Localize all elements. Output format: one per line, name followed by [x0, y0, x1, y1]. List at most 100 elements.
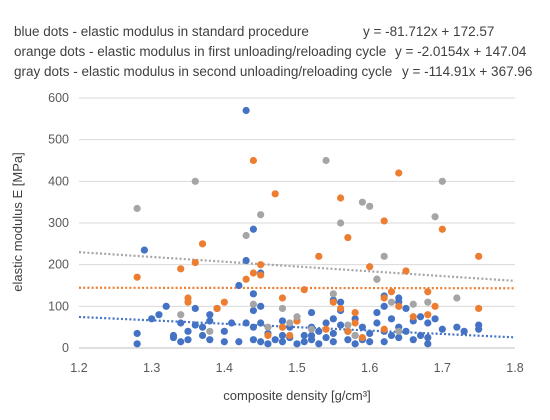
blue-data-point	[155, 311, 163, 319]
orange-data-point	[315, 252, 323, 260]
blue-data-point	[235, 338, 243, 346]
blue-data-point	[424, 319, 432, 327]
gray-data-point	[249, 300, 257, 308]
blue-data-point	[380, 338, 388, 346]
blue-data-point	[242, 106, 250, 115]
orange-data-point	[366, 263, 374, 271]
blue-data-point	[387, 315, 396, 323]
orange-data-point	[322, 325, 330, 333]
y-tick-label: 600	[48, 91, 69, 105]
gray-data-point	[358, 198, 366, 206]
blue-data-point	[257, 302, 265, 310]
gray-data-point	[453, 294, 461, 302]
blue-data-point	[424, 333, 432, 342]
blue-data-point	[416, 331, 425, 340]
orange-data-point	[475, 304, 483, 313]
blue-data-point	[184, 327, 192, 335]
orange-data-point	[300, 286, 308, 294]
blue-data-point	[344, 336, 352, 344]
blue-data-point	[278, 338, 287, 346]
blue-data-point	[148, 315, 156, 323]
gray-data-point	[278, 304, 287, 313]
legend-orange-equation: y = -2.0154x + 147.04	[395, 44, 527, 59]
gray-data-point	[177, 311, 185, 319]
blue-data-point	[409, 336, 417, 344]
blue-data-point	[315, 327, 323, 335]
blue-data-point	[438, 325, 446, 333]
gray-data-point	[206, 327, 214, 335]
blue-data-point	[387, 331, 396, 340]
orange-data-point	[395, 302, 403, 310]
orange-data-point	[177, 265, 185, 273]
gray-data-point	[380, 252, 388, 260]
gray-data-point	[366, 202, 374, 210]
orange-data-point	[438, 225, 446, 233]
x-tick-label: 1.4	[216, 361, 233, 375]
blue-data-point	[257, 338, 265, 346]
legend-orange-label: orange dots - elastic modulus in first u…	[14, 44, 386, 59]
legend: blue dots - elastic modulus in standard …	[14, 24, 532, 79]
blue-data-point	[424, 340, 432, 348]
orange-data-point	[402, 267, 410, 275]
orange-data-point	[344, 233, 352, 242]
orange-data-point	[387, 288, 396, 296]
gray-data-point	[351, 331, 359, 340]
orange-data-point	[278, 323, 287, 331]
gray-data-point	[395, 327, 403, 335]
blue-data-point	[475, 325, 483, 333]
blue-data-point	[257, 319, 265, 327]
y-tick-label: 100	[48, 299, 69, 313]
blue-data-point	[206, 317, 214, 325]
orange-data-point	[249, 156, 257, 165]
orange-data-point	[249, 269, 257, 277]
blue-data-point	[300, 338, 308, 346]
legend-blue-equation: y = -81.712x + 172.57	[363, 24, 494, 39]
blue-data-point	[322, 333, 330, 342]
gray-data-point	[191, 177, 199, 185]
legend-gray-label: gray dots - elastic modulus in second un…	[14, 64, 392, 79]
gridlines	[79, 97, 515, 349]
orange-data-point	[242, 275, 250, 283]
blue-data-point	[249, 225, 257, 233]
blue-data-point	[235, 281, 243, 290]
trendline-gray	[78, 251, 516, 282]
gray-data-point	[344, 321, 352, 329]
x-tick-label: 1.7	[434, 361, 451, 375]
y-tick-label: 300	[48, 216, 69, 230]
blue-data-point	[242, 256, 250, 265]
blue-data-point	[191, 321, 199, 329]
blue-data-point	[278, 331, 287, 340]
blue-data-point	[366, 329, 374, 338]
blue-data-point	[169, 333, 178, 342]
orange-data-point	[184, 294, 192, 302]
orange-data-point	[475, 252, 483, 260]
orange-data-point	[344, 327, 352, 335]
gray-data-point	[373, 275, 381, 283]
blue-data-point	[198, 323, 207, 331]
gray-data-point	[424, 298, 432, 306]
blue-data-point	[133, 340, 141, 348]
trendline-orange	[78, 286, 516, 290]
orange-data-point	[395, 169, 403, 177]
orange-data-point	[257, 261, 265, 269]
orange-data-point	[380, 325, 388, 333]
blue-data-point	[162, 302, 170, 310]
blue-data-point	[293, 340, 301, 348]
blue-data-point	[278, 317, 287, 325]
orange-data-point	[424, 288, 432, 296]
blue-data-point	[249, 306, 257, 315]
x-axis-label: composite density [g/cm³]	[223, 388, 370, 403]
blue-data-point	[329, 329, 337, 338]
blue-data-point	[431, 315, 439, 323]
x-tick-label: 1.8	[506, 361, 523, 375]
blue-data-point	[271, 336, 279, 344]
orange-data-point	[424, 311, 432, 319]
blue-data-point	[358, 323, 366, 331]
blue-data-point	[249, 323, 257, 331]
blue-data-point	[329, 315, 337, 323]
gray-data-point	[329, 290, 337, 298]
orange-data-point	[271, 190, 279, 198]
x-tick-label: 1.2	[70, 361, 87, 375]
orange-data-point	[337, 304, 345, 313]
